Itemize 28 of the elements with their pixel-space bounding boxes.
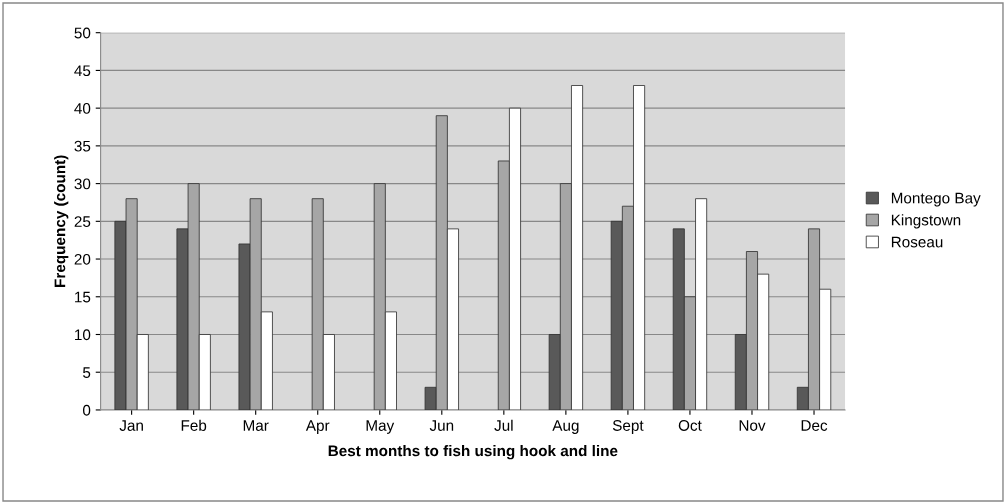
y-tick-label: 35 [74,140,91,152]
y-tick-label: 25 [74,216,91,228]
y-tick-label: 40 [74,103,91,114]
x-tick-label: Sept [612,420,644,434]
y-tick-label: 15 [75,291,91,303]
y-tick-label: 45 [74,65,91,77]
x-tick-label: Jul [494,419,513,431]
legend-label: Roseau [891,236,943,248]
legend-label: Kingstown [891,214,961,229]
y-tick-label: 20 [74,253,91,265]
y-tick-label: 5 [82,367,91,378]
y-tick-label: 0 [82,404,91,416]
x-tick-label: Jun [429,420,454,431]
x-tick-label: Mar [243,420,269,431]
x-axis-title: Best months to fish using hook and line [328,445,618,460]
x-tick-label: Jan [119,420,143,431]
x-tick-label: Feb [181,419,207,431]
legend-label: Montego Bay [891,192,981,207]
x-tick-label: May [366,420,395,434]
y-tick-label: 10 [75,329,91,341]
y-axis-title: Frequency (count) [54,155,69,287]
x-tick-label: Aug [552,420,579,434]
x-tick-label: Oct [678,420,702,431]
x-tick-label: Dec [801,420,828,431]
x-tick-label: Apr [305,420,330,434]
y-tick-label: 50 [74,27,91,39]
x-tick-label: Nov [739,420,766,431]
y-tick-label: 30 [74,178,91,190]
